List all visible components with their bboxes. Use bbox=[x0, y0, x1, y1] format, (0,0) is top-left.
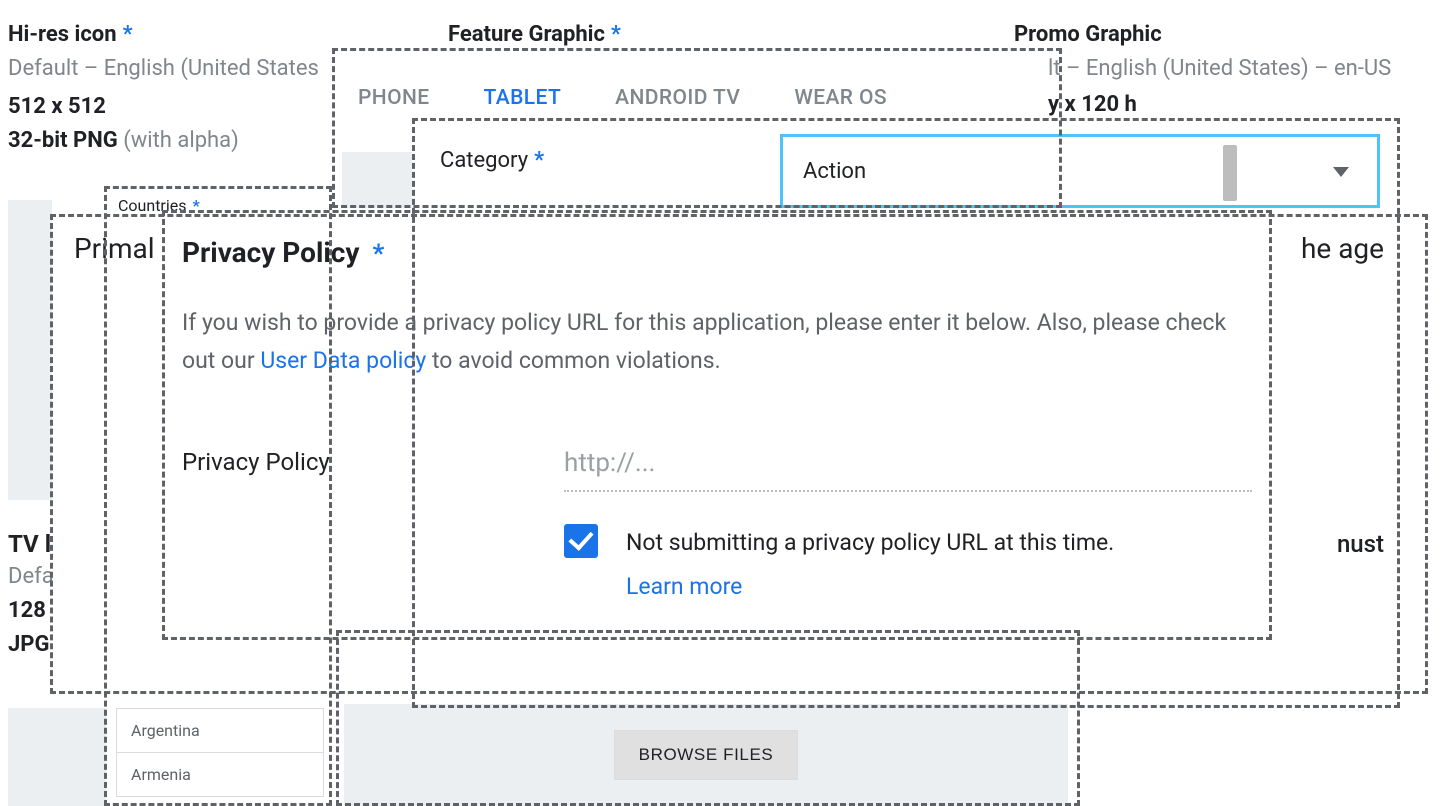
hires-sub-locale: Default – English (United States bbox=[8, 56, 319, 81]
category-select[interactable]: Action bbox=[780, 134, 1380, 208]
privacy-url-label: Privacy Policy bbox=[182, 448, 330, 476]
device-tabs: PHONE TABLET ANDROID TV WEAR OS bbox=[358, 86, 887, 110]
feature-graphic-label: Feature Graphic* bbox=[448, 22, 621, 47]
tab-android-tv[interactable]: ANDROID TV bbox=[615, 86, 740, 110]
tab-wear-os[interactable]: WEAR OS bbox=[794, 86, 887, 110]
countries-tab[interactable]: Countries* bbox=[110, 192, 208, 219]
placeholder-box bbox=[8, 708, 106, 806]
country-item[interactable]: Armenia bbox=[117, 753, 323, 796]
upload-dropzone[interactable]: BROWSE FILES bbox=[344, 704, 1068, 806]
required-asterisk: * bbox=[611, 22, 621, 47]
user-data-policy-link[interactable]: User Data policy bbox=[260, 347, 426, 374]
must-fragment: nust bbox=[1337, 530, 1384, 558]
browse-files-button[interactable]: BROWSE FILES bbox=[614, 730, 799, 780]
required-asterisk: * bbox=[534, 148, 544, 173]
promo-graphic-label: Promo Graphic bbox=[1014, 22, 1162, 47]
not-submitting-label: Not submitting a privacy policy URL at t… bbox=[626, 524, 1114, 606]
promo-sub-size: y x 120 h bbox=[1048, 92, 1137, 117]
learn-more-link[interactable]: Learn more bbox=[626, 568, 1114, 606]
privacy-url-placeholder: http://... bbox=[564, 448, 1252, 492]
placeholder-box bbox=[8, 200, 52, 500]
required-asterisk: * bbox=[372, 239, 384, 269]
hires-sub-size: 512 x 512 bbox=[8, 94, 106, 119]
category-label: Category* bbox=[440, 148, 544, 173]
category-value: Action bbox=[803, 159, 866, 184]
jpg-fragment: JPG bbox=[8, 632, 49, 657]
country-item[interactable]: Argentina bbox=[117, 709, 323, 753]
hires-sub-format: 32-bit PNG (with alpha) bbox=[8, 128, 239, 153]
placeholder-box bbox=[342, 152, 412, 208]
not-submitting-checkbox[interactable] bbox=[564, 524, 598, 558]
privacy-description: If you wish to provide a privacy policy … bbox=[182, 304, 1252, 380]
required-asterisk: * bbox=[123, 22, 133, 47]
country-list: Argentina Armenia bbox=[116, 708, 324, 797]
tab-phone[interactable]: PHONE bbox=[358, 86, 430, 110]
defa-fragment: Defa bbox=[8, 564, 54, 589]
chevron-down-icon bbox=[1333, 167, 1349, 177]
hires-icon-label: Hi-res icon* bbox=[8, 22, 133, 47]
heage-fragment: he age bbox=[1301, 232, 1384, 265]
primal-fragment: Primal bbox=[74, 232, 155, 265]
scrollbar-thumb[interactable] bbox=[1223, 145, 1237, 201]
promo-sub-locale: lt – English (United States) – en-US bbox=[1048, 56, 1391, 81]
tv-fragment: TV l bbox=[8, 530, 51, 558]
n128-fragment: 128 bbox=[8, 598, 46, 623]
privacy-url-input[interactable]: http://... bbox=[564, 448, 1252, 492]
tab-tablet[interactable]: TABLET bbox=[484, 86, 562, 110]
required-asterisk: * bbox=[192, 196, 199, 215]
privacy-policy-title: Privacy Policy * bbox=[182, 236, 384, 269]
